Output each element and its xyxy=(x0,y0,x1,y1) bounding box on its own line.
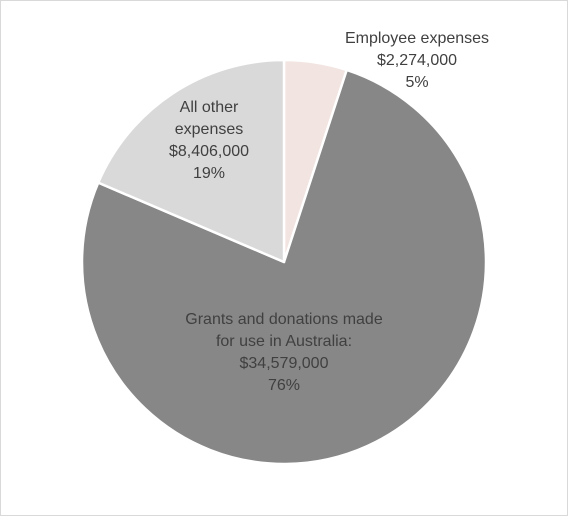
pie-slice-label-line: $2,274,000 xyxy=(377,52,457,69)
pie-slice-2 xyxy=(97,58,286,264)
pie-slice-label-line: 76% xyxy=(268,377,300,394)
pie-slice-label-line: 5% xyxy=(405,74,428,91)
pie-slice-label-line: for use in Australia: xyxy=(216,333,352,350)
pie-slice-label-0: Employee expenses $2,274,000 5% xyxy=(345,30,489,91)
pie-slice-label-line: $34,579,000 xyxy=(240,355,329,372)
pie-slice-1 xyxy=(80,68,488,466)
pie-slice-label-line: All other xyxy=(180,99,239,116)
pie-slices xyxy=(80,58,488,466)
pie-slice-label-line: Grants and donations made xyxy=(185,311,383,328)
pie-labels: Employee expenses $2,274,000 5% Grants and … xyxy=(169,30,489,394)
pie-slice-label-line: 19% xyxy=(193,165,225,182)
pie-slice-label-line: $8,406,000 xyxy=(169,143,249,160)
pie-slice-label-line: expenses xyxy=(175,121,244,138)
pie-slice-label-line: Employee expenses xyxy=(345,30,489,47)
pie-slice-label-1: Grants and donations made for use in Aust… xyxy=(185,311,383,394)
pie-slice-label-2: All other expenses $8,406,000 19% xyxy=(169,99,249,182)
